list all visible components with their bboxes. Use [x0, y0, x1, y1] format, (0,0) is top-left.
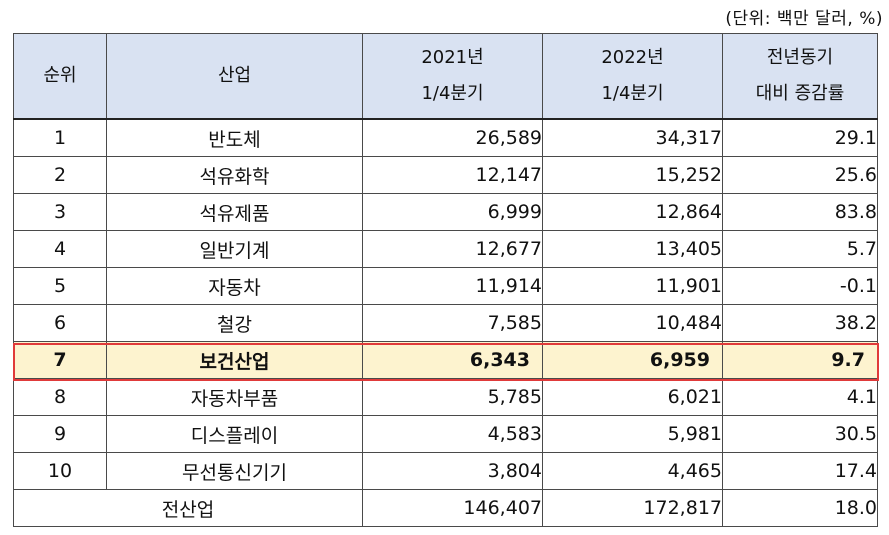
table-row: 2 석유화학 12,147 15,252 25.6 [13, 156, 878, 194]
table-header-row: 순위 산업 2021년 1/4분기 2022년 1/4분기 전년동기 대비 증감… [13, 33, 878, 120]
value-2021-cell: 6,343 [362, 341, 543, 379]
header-2021: 2021년 1/4분기 [362, 33, 543, 120]
header-2022: 2022년 1/4분기 [542, 33, 723, 120]
value-2022-cell: 6,959 [542, 341, 723, 379]
table-row: 3 석유제품 6,999 12,864 83.8 [13, 193, 878, 231]
value-2021-cell: 5,785 [362, 378, 543, 416]
table-total-row: 전산업 146,407 172,817 18.0 [13, 489, 878, 527]
value-2022-cell: 12,864 [542, 193, 723, 231]
table-row: 5 자동차 11,914 11,901 -0.1 [13, 267, 878, 305]
table-row: 4 일반기계 12,677 13,405 5.7 [13, 230, 878, 268]
industry-cell: 석유화학 [106, 156, 363, 194]
header-2022-year: 2022년 [601, 47, 664, 68]
growth-cell: 29.1 [722, 118, 878, 157]
table-row: 8 자동차부품 5,785 6,021 4.1 [13, 378, 878, 416]
header-growth-line2: 대비 증감률 [755, 83, 845, 104]
table-row: 10 무선통신기기 3,804 4,465 17.4 [13, 452, 878, 490]
total-2021-cell: 146,407 [362, 489, 543, 527]
value-2021-cell: 4,583 [362, 415, 543, 453]
value-2022-cell: 10,484 [542, 304, 723, 342]
rank-cell: 9 [13, 415, 107, 453]
rank-cell: 2 [13, 156, 107, 194]
value-2021-cell: 7,585 [362, 304, 543, 342]
rank-cell: 6 [13, 304, 107, 342]
value-2022-cell: 15,252 [542, 156, 723, 194]
rank-cell: 7 [13, 341, 107, 379]
growth-cell: 25.6 [722, 156, 878, 194]
table-row: 9 디스플레이 4,583 5,981 30.5 [13, 415, 878, 453]
growth-cell: 5.7 [722, 230, 878, 268]
table-row-highlighted: 7 보건산업 6,343 6,959 9.7 [13, 341, 878, 379]
value-2022-cell: 4,465 [542, 452, 723, 490]
total-2022-cell: 172,817 [542, 489, 723, 527]
industry-cell: 반도체 [106, 118, 363, 157]
value-2021-cell: 11,914 [362, 267, 543, 305]
total-label-cell: 전산업 [13, 489, 363, 527]
table-body: 1 반도체 26,589 34,317 29.1 2 석유화학 12,147 1… [13, 118, 878, 527]
header-2021-year: 2021년 [421, 47, 484, 68]
export-ranking-table: 순위 산업 2021년 1/4분기 2022년 1/4분기 전년동기 대비 증감… [13, 33, 878, 527]
value-2021-cell: 26,589 [362, 118, 543, 157]
value-2022-cell: 11,901 [542, 267, 723, 305]
growth-cell: 38.2 [722, 304, 878, 342]
industry-cell: 디스플레이 [106, 415, 363, 453]
growth-cell: -0.1 [722, 267, 878, 305]
industry-cell: 일반기계 [106, 230, 363, 268]
total-growth-cell: 18.0 [722, 489, 878, 527]
unit-note: (단위: 백만 달러, %) [725, 9, 883, 29]
table-row: 6 철강 7,585 10,484 38.2 [13, 304, 878, 342]
growth-cell: 4.1 [722, 378, 878, 416]
header-growth: 전년동기 대비 증감률 [722, 33, 878, 120]
growth-cell: 30.5 [722, 415, 878, 453]
value-2021-cell: 12,147 [362, 156, 543, 194]
header-2022-quarter: 1/4분기 [601, 83, 664, 104]
header-industry: 산업 [106, 33, 363, 120]
industry-cell: 무선통신기기 [106, 452, 363, 490]
value-2022-cell: 34,317 [542, 118, 723, 157]
value-2022-cell: 6,021 [542, 378, 723, 416]
rank-cell: 4 [13, 230, 107, 268]
value-2022-cell: 5,981 [542, 415, 723, 453]
rank-cell: 10 [13, 452, 107, 490]
header-rank: 순위 [13, 33, 107, 120]
value-2021-cell: 6,999 [362, 193, 543, 231]
rank-cell: 5 [13, 267, 107, 305]
header-growth-line1: 전년동기 [766, 47, 834, 68]
industry-cell: 자동차 [106, 267, 363, 305]
rank-cell: 1 [13, 118, 107, 157]
value-2021-cell: 3,804 [362, 452, 543, 490]
industry-cell: 철강 [106, 304, 363, 342]
value-2022-cell: 13,405 [542, 230, 723, 268]
growth-cell: 17.4 [722, 452, 878, 490]
rank-cell: 8 [13, 378, 107, 416]
rank-cell: 3 [13, 193, 107, 231]
growth-cell: 9.7 [722, 341, 878, 379]
growth-cell: 83.8 [722, 193, 878, 231]
industry-cell: 자동차부품 [106, 378, 363, 416]
table-row: 1 반도체 26,589 34,317 29.1 [13, 118, 878, 157]
header-2021-quarter: 1/4분기 [421, 83, 484, 104]
industry-cell: 보건산업 [106, 341, 363, 379]
value-2021-cell: 12,677 [362, 230, 543, 268]
industry-cell: 석유제품 [106, 193, 363, 231]
